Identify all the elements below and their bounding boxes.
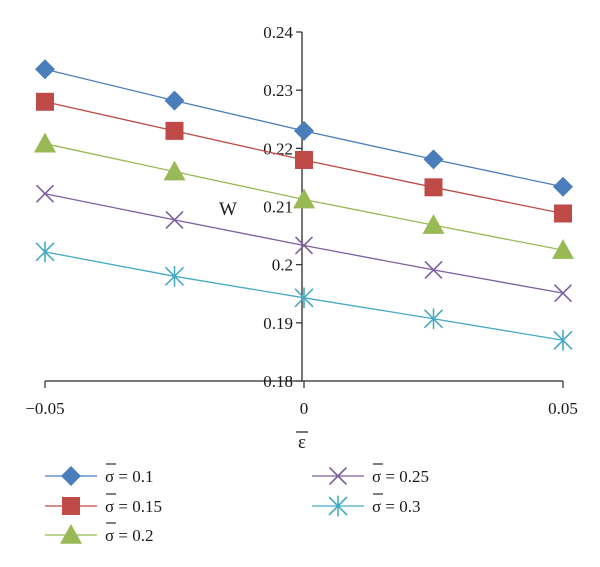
legend-marker	[60, 524, 82, 544]
x-tick-label: 0.05	[548, 399, 578, 418]
legend-marker	[61, 466, 81, 486]
legend-marker	[328, 495, 348, 517]
data-point	[295, 150, 313, 169]
legend-label: σ = 0.25	[372, 467, 429, 486]
data-point	[35, 241, 55, 263]
series-line	[44, 193, 564, 294]
triangle-marker	[163, 160, 186, 181]
data-point	[294, 287, 314, 309]
legend-label: σ = 0.3	[372, 497, 421, 516]
square-marker	[165, 121, 184, 140]
data-point	[164, 90, 185, 111]
y-tick-label: 0.24	[263, 23, 293, 42]
legend-marker	[62, 497, 80, 515]
y-tick-label: 0.18	[263, 372, 293, 391]
data-point	[164, 265, 185, 287]
legend-item-5: σ = 0.3	[312, 493, 421, 517]
data-point	[34, 132, 56, 153]
data-point	[35, 59, 55, 80]
data-point	[294, 236, 314, 255]
y-tick-label: 0.23	[263, 81, 293, 100]
data-point	[423, 149, 444, 170]
data-point	[554, 204, 572, 223]
data-point	[424, 178, 443, 197]
y-axis-title: W	[219, 199, 237, 220]
square-marker	[554, 204, 572, 223]
triangle-marker	[60, 524, 82, 544]
diamond-marker	[553, 176, 573, 197]
x-marker-stroke	[294, 236, 314, 255]
data-point	[163, 160, 186, 181]
legend-label: σ = 0.2	[105, 526, 154, 545]
series-4	[35, 184, 573, 303]
legend-item-2: σ = 0.15	[45, 493, 162, 516]
data-point	[36, 92, 54, 111]
data-point	[165, 210, 184, 229]
data-point	[552, 239, 574, 259]
x-marker-stroke	[328, 466, 348, 486]
data-point	[165, 121, 184, 140]
triangle-marker	[34, 132, 56, 153]
square-marker	[424, 178, 443, 197]
legend-marker	[328, 466, 348, 486]
triangle-marker	[422, 214, 445, 234]
data-point	[423, 308, 444, 330]
square-marker	[36, 92, 54, 111]
x-tick-label: −0.05	[25, 399, 64, 418]
y-tick-label: 0.21	[263, 198, 293, 217]
series-2	[36, 92, 572, 223]
y-tick-label: 0.19	[263, 314, 293, 333]
triangle-marker	[293, 188, 315, 209]
data-point	[294, 120, 314, 141]
axes: 0.18 0.19 0.2 0.21 0.22 0.23 0.24 −0.05 0 0.05 ε W	[25, 23, 578, 453]
series-5	[35, 241, 573, 351]
data-point	[553, 329, 573, 351]
legend-label: σ = 0.1	[105, 467, 154, 486]
triangle-marker	[552, 239, 574, 259]
diamond-marker	[164, 90, 185, 111]
data-point	[553, 176, 573, 197]
series-3	[34, 132, 574, 259]
series-layer	[34, 59, 574, 351]
x-marker-stroke	[35, 184, 55, 203]
diamond-marker	[294, 120, 314, 141]
x-marker-stroke	[424, 260, 443, 279]
x-tick-label: 0	[300, 399, 309, 418]
y-tick-label: 0.2	[272, 256, 293, 275]
legend-label: σ = 0.15	[105, 497, 162, 516]
x-axis-title: ε	[298, 432, 306, 453]
x-marker-stroke	[165, 210, 184, 229]
diamond-marker	[35, 59, 55, 80]
data-point	[293, 188, 315, 209]
legend: σ = 0.1 σ = 0.15 σ = 0.2 σ = 0.25 σ = 0.3	[45, 463, 429, 545]
data-point	[422, 214, 445, 234]
x-marker-stroke	[553, 284, 573, 303]
series-1	[35, 59, 573, 197]
data-point	[35, 184, 55, 203]
legend-item-3: σ = 0.2	[45, 522, 154, 545]
square-marker	[62, 497, 80, 515]
legend-item-4: σ = 0.25	[312, 463, 429, 486]
diamond-marker	[423, 149, 444, 170]
square-marker	[295, 150, 313, 169]
diamond-marker	[61, 466, 81, 486]
y-tick-label: 0.22	[263, 139, 293, 158]
legend-item-1: σ = 0.1	[45, 463, 154, 486]
data-point	[424, 260, 443, 279]
data-point	[553, 284, 573, 303]
